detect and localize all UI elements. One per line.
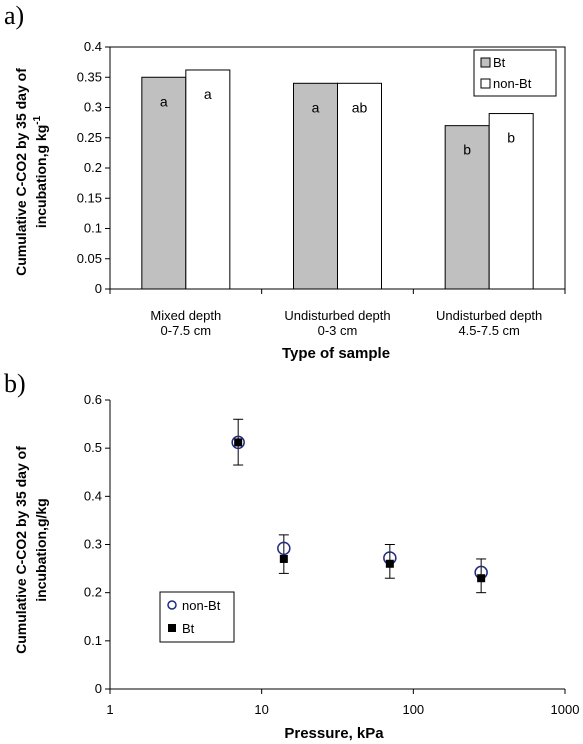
panel-a-ytick-label: 0.2	[84, 160, 102, 175]
panel-b-ytick-label: 0.1	[84, 633, 102, 648]
panel-b-ytick-label: 0.4	[84, 488, 102, 503]
panel-a-xlabel: Type of sample	[282, 345, 390, 362]
legend-marker-non-bt	[167, 600, 177, 610]
panel-b-xlabel: Pressure, kPa	[284, 725, 384, 742]
point-bt	[385, 559, 394, 568]
panel-b-xtick-label: 10	[254, 702, 268, 717]
point-bt	[477, 574, 486, 583]
bar-bt	[141, 76, 187, 290]
panel-b-scatter-chart: b) Cumulative C-CO2 by 35 day of incubat…	[4, 369, 579, 742]
panel-a-ytick-label: 0	[95, 281, 102, 296]
bar-significance-label: a	[160, 93, 168, 109]
panel-a-xtick-label: Undisturbed depth	[436, 308, 542, 323]
panel-a-ytick-label: 0.05	[77, 251, 102, 266]
panel-a-xtick-label: Mixed depth	[150, 308, 221, 323]
panel-a-ytick-label: 0.3	[84, 100, 102, 115]
panel-b-xtick-label: 1000	[551, 702, 580, 717]
panel-b-xtick-label: 1	[106, 702, 113, 717]
panel-a-ylabel-superscript: -1	[32, 115, 43, 124]
panel-a-ytick-label: 0.4	[84, 39, 102, 54]
bar-bt	[293, 82, 338, 290]
panel-a-label: a)	[4, 1, 24, 30]
legend-label-non-bt: non-Bt	[493, 76, 532, 91]
panel-b-ylabel-line2: incubation,g/kg	[33, 498, 49, 601]
bar-significance-label: a	[312, 99, 320, 115]
panel-a-ylabel-line2: incubation,g kg-1	[32, 115, 49, 228]
legend-swatch-non-bt	[480, 78, 491, 89]
bar-significance-label: a	[204, 86, 212, 102]
panel-a-xtick-label: Undisturbed depth	[284, 308, 390, 323]
bar-non-bt	[185, 69, 231, 290]
panel-b-ylabel-line1: Cumulative C-CO2 by 35 day of	[13, 446, 29, 654]
bar-non-bt	[337, 82, 382, 290]
legend-swatch-bt	[480, 57, 491, 68]
point-bt	[279, 554, 288, 563]
point-non-bt	[231, 435, 245, 450]
panel-b-ytick-label: 0.5	[84, 440, 102, 455]
panel-b-ytick-label: 0.3	[84, 537, 102, 552]
bar-significance-label: ab	[352, 99, 368, 115]
bar-bt	[444, 125, 490, 290]
panel-a-ylabel-line1: Cumulative C-CO2 by 35 day of	[13, 68, 29, 276]
bar-significance-label: b	[463, 142, 471, 158]
point-non-bt	[277, 541, 291, 556]
panel-a-xtick-label: 0-3 cm	[318, 323, 358, 338]
panel-a-ytick-label: 0.25	[77, 130, 102, 145]
panel-a-ytick-label: 0.35	[77, 69, 102, 84]
legend-label-non-bt: non-Bt	[182, 598, 221, 613]
bar-significance-label: b	[507, 130, 515, 146]
legend-marker-bt	[168, 624, 176, 632]
panel-b-label: b)	[4, 369, 26, 398]
panel-a-ylabel-line2-text: incubation,g kg	[33, 125, 49, 228]
panel-a-xtick-label: 4.5-7.5 cm	[458, 323, 519, 338]
point-bt	[234, 438, 243, 447]
legend-label-bt: Bt	[493, 55, 506, 70]
panel-a-bar-chart: a) Cumulative C-CO2 by 35 day of incubat…	[4, 1, 566, 362]
legend-label-bt: Bt	[182, 621, 195, 636]
panel-b-ytick-label: 0.2	[84, 585, 102, 600]
panel-a-ytick-label: 0.1	[84, 221, 102, 236]
bar-non-bt	[488, 113, 534, 290]
panel-b-ytick-label: 0	[95, 681, 102, 696]
panel-b-xtick-label: 100	[402, 702, 424, 717]
panel-a-ytick-label: 0.15	[77, 190, 102, 205]
panel-b-ytick-label: 0.6	[84, 392, 102, 407]
panel-a-xtick-label: 0-7.5 cm	[161, 323, 212, 338]
